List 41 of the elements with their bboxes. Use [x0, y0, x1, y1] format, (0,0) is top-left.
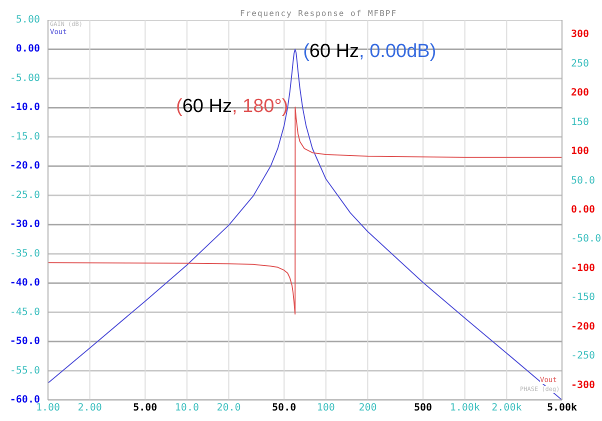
x-tick-label: 100	[316, 402, 335, 414]
x-tick-label: 2.00k	[492, 402, 522, 414]
x-tick-label: 2.00	[78, 402, 102, 414]
y2-tick-label: 0.00	[571, 204, 596, 216]
y2-tick-label: -50.0	[571, 234, 602, 245]
y-tick-label: 5.00	[16, 14, 40, 26]
y2-tick-label: -100	[571, 262, 596, 274]
x-tick-label: 20.0	[216, 402, 241, 414]
y-tick-label: -55.0	[10, 365, 40, 376]
x-tick-label: 5.00k	[546, 402, 578, 414]
y2-tick-label: 150	[571, 116, 590, 128]
x-tick-label: 5.00	[133, 402, 158, 414]
y-tick-label: -40.0	[10, 278, 40, 289]
y-tick-label: -50.0	[10, 336, 40, 348]
x-tick-label: 10.0	[174, 402, 200, 414]
y-tick-label: -25.0	[10, 190, 40, 201]
x-tick-label: 50.0	[272, 402, 296, 414]
x-tick-label: 1.00k	[450, 402, 480, 414]
y-tick-label: -45.0	[10, 306, 40, 318]
x-tick-label: 500	[414, 402, 432, 414]
y2-tick-label: -250	[571, 350, 596, 362]
annotation: (60 Hz, 180°)	[176, 96, 288, 117]
y2-tick-label: 300	[571, 29, 590, 40]
y-tick-label: -30.0	[10, 219, 40, 230]
x-tick-label: 1.00	[36, 402, 60, 414]
y-tick-label: -20.0	[10, 160, 40, 172]
chart-title: Frequency Response of MFBPF	[240, 9, 398, 18]
y-tick-label: -35.0	[10, 248, 40, 260]
y-tick-label: -15.0	[10, 131, 40, 142]
y2-tick-label: -300	[571, 380, 596, 391]
y2-tick-label: 50.0	[571, 175, 596, 186]
y2-tick-label: 200	[571, 88, 590, 99]
y-tick-label: -5.00	[10, 72, 40, 84]
y2-tick-label: 100	[571, 146, 590, 158]
annotation: (60 Hz, 0.00dB)	[303, 40, 436, 62]
y-tick-label: 0.00	[16, 44, 40, 55]
y2-tick-label: -200	[571, 321, 596, 332]
y-tick-label: -10.0	[10, 102, 40, 114]
y2-tick-label: 250	[571, 58, 590, 70]
x-tick-label: 200	[358, 402, 377, 414]
y2-tick-label: -150	[571, 292, 596, 304]
